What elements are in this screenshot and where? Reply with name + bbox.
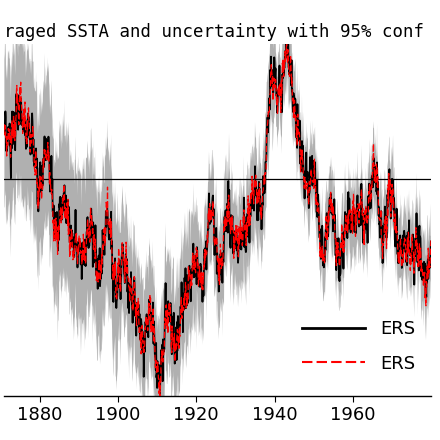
- Legend: ERS, ERS: ERS, ERS: [295, 313, 422, 380]
- Text: raged SSTA and uncertainty with 95% conf: raged SSTA and uncertainty with 95% conf: [4, 23, 425, 41]
